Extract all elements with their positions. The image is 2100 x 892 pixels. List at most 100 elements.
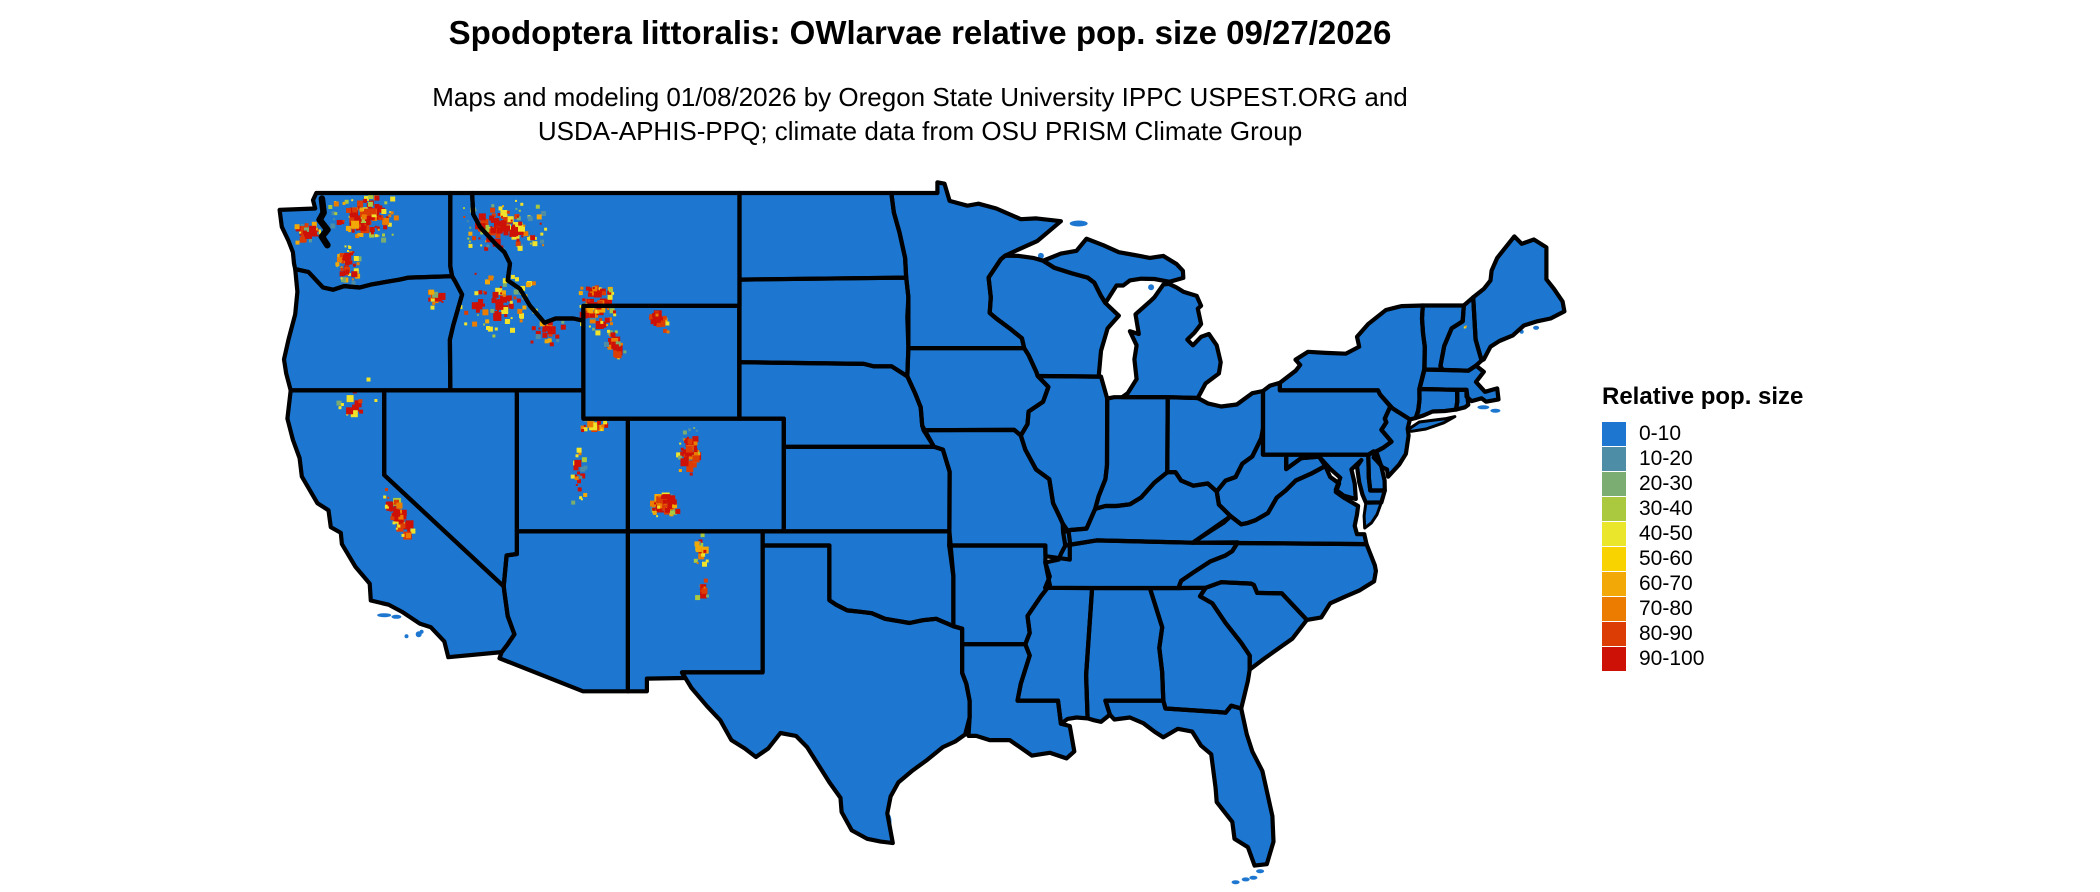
population-cell — [611, 291, 615, 295]
population-cell — [352, 207, 358, 213]
legend-item-80-90: 80-90 — [1602, 621, 1803, 646]
state-az — [499, 531, 628, 692]
population-cell — [474, 272, 477, 275]
population-cell — [339, 271, 345, 277]
population-cell — [516, 238, 520, 242]
population-cell — [497, 312, 502, 317]
population-cell — [535, 330, 541, 336]
population-cell — [318, 232, 321, 235]
population-cell — [684, 438, 690, 444]
population-cell — [471, 302, 479, 310]
population-cell — [535, 334, 541, 340]
legend-swatch — [1602, 521, 1626, 546]
legend-swatch — [1602, 471, 1626, 496]
state-tx — [679, 543, 972, 846]
island-dot — [404, 634, 409, 639]
population-cell — [547, 326, 556, 335]
population-cell — [580, 473, 586, 479]
population-cell — [497, 309, 499, 312]
population-cell — [508, 303, 514, 309]
population-cell — [600, 320, 604, 324]
population-cell — [654, 502, 656, 505]
population-cell — [666, 330, 670, 334]
population-cell — [300, 223, 304, 227]
state-mo — [923, 429, 1070, 560]
population-cell — [510, 327, 515, 333]
population-cell — [309, 225, 316, 233]
population-cell — [665, 507, 670, 513]
population-cell — [328, 205, 333, 209]
population-cell — [351, 271, 358, 278]
population-cell — [547, 320, 553, 326]
population-cell — [483, 290, 486, 293]
population-cell — [574, 459, 582, 467]
state-nc — [1178, 543, 1376, 620]
state-mn — [891, 182, 1061, 349]
population-cell — [485, 279, 490, 285]
population-cell — [357, 206, 361, 210]
legend-swatch — [1602, 621, 1626, 646]
state-fl — [1103, 698, 1276, 868]
population-cell — [603, 341, 609, 347]
population-cell — [683, 438, 686, 441]
population-cell — [660, 505, 666, 511]
population-cell — [614, 330, 618, 334]
population-cell — [381, 237, 387, 243]
population-cell — [395, 527, 398, 530]
population-cell — [359, 409, 364, 414]
population-cell — [670, 510, 674, 515]
population-cell — [701, 587, 708, 594]
population-cell — [491, 298, 497, 304]
population-cell — [657, 506, 663, 512]
population-cell — [555, 334, 560, 339]
population-cell — [389, 211, 392, 214]
population-cell — [521, 244, 523, 247]
population-cell — [379, 215, 382, 218]
legend-swatch — [1602, 496, 1626, 521]
population-cell — [344, 199, 349, 204]
population-cell — [432, 291, 439, 298]
population-cell — [348, 246, 352, 249]
population-cell — [482, 303, 485, 307]
population-cell — [305, 231, 312, 239]
population-cell — [693, 427, 696, 429]
population-cell — [347, 273, 351, 276]
population-cell — [700, 584, 707, 591]
legend-item-30-40: 30-40 — [1602, 496, 1803, 521]
population-cell — [682, 437, 685, 440]
population-cell — [652, 507, 656, 511]
population-cell — [488, 275, 494, 281]
state-vt — [1422, 305, 1464, 370]
population-cell — [381, 209, 387, 214]
population-cell — [338, 406, 342, 410]
legend-item-label: 30-40 — [1639, 496, 1693, 520]
population-cell — [330, 223, 336, 229]
population-cell — [693, 558, 698, 563]
population-cell — [388, 506, 391, 508]
population-cell — [525, 282, 531, 288]
population-cell — [333, 201, 339, 207]
population-cell — [374, 225, 377, 228]
population-cell — [703, 578, 708, 583]
state-sd — [739, 277, 909, 377]
state-az — [497, 529, 630, 694]
island-dot — [419, 629, 424, 634]
population-cell — [515, 207, 518, 210]
population-cell — [695, 429, 698, 432]
legend-item-label: 20-30 — [1639, 471, 1693, 495]
population-cell — [428, 297, 433, 302]
population-cell — [341, 277, 346, 283]
population-cell — [494, 311, 499, 315]
population-cell — [376, 226, 380, 230]
population-cell — [349, 217, 355, 223]
population-cell — [547, 338, 552, 343]
legend-item-label: 60-70 — [1639, 571, 1693, 595]
population-cell — [318, 229, 321, 233]
population-cell — [358, 224, 361, 228]
population-cell — [401, 533, 405, 537]
population-cell — [353, 268, 359, 274]
population-cell — [686, 460, 692, 466]
population-cell — [588, 287, 592, 291]
population-cell — [519, 314, 524, 319]
population-cell — [480, 244, 483, 247]
